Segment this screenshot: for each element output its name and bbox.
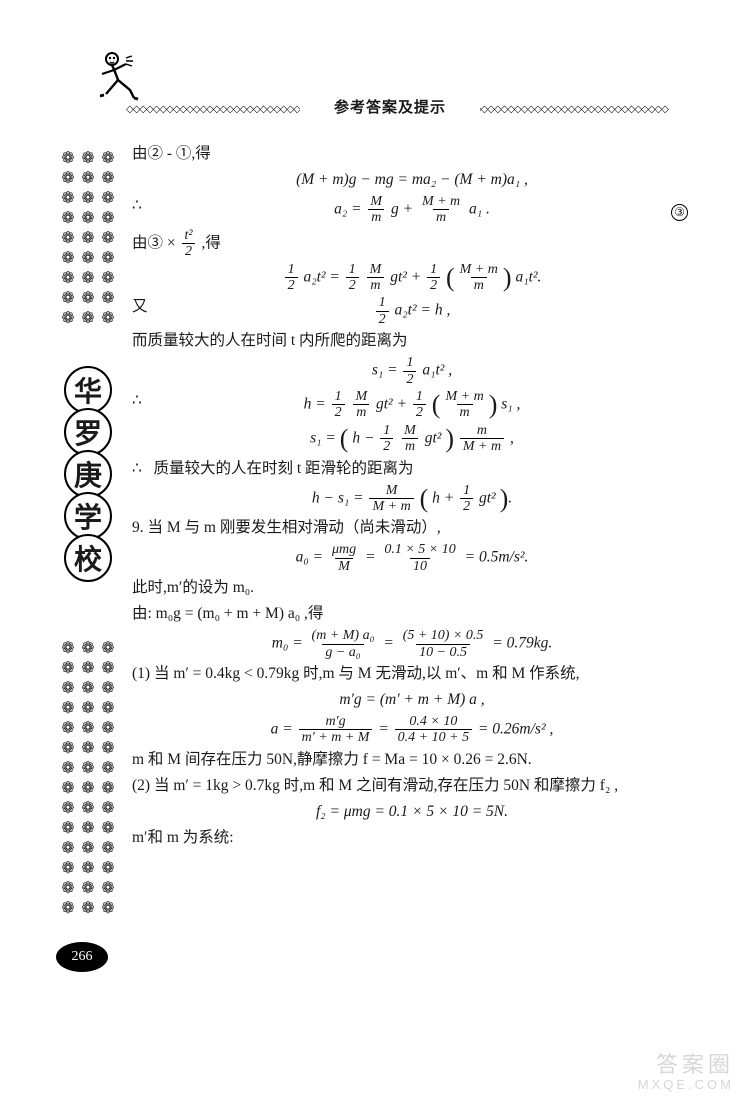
equation: (M + m)g − mg = ma₂ − (M + m)a₁ , [132, 168, 692, 192]
equation: ∴ a₂ = Mm g + M + mm a₁ . ③ [132, 194, 692, 226]
flower-ornament-top: ❁❁❁ ❁❁❁ ❁❁❁ ❁❁❁ ❁❁❁ ❁❁❁ ❁❁❁ ❁❁❁ ❁❁❁ [58, 150, 118, 327]
text-line: 而质量较大的人在时间 t 内所爬的距离为 [132, 329, 692, 353]
badge-xiao: 校 [64, 534, 112, 582]
text-line: m′和 m 为系统: [132, 826, 692, 850]
badge-hua: 华 [64, 366, 112, 414]
badge-xue: 学 [64, 492, 112, 540]
text-line: 此时,m′的设为 m₀. [132, 576, 692, 600]
equation: a₀ = μmgM = 0.1 × 5 × 1010 = 0.5m/s². [132, 542, 692, 574]
equation: h − s₁ = MM + m ( h + 12 gt² ). [132, 483, 692, 515]
equation: m₀ = (m + M) a₀g − a₀ = (5 + 10) × 0.510… [132, 628, 692, 660]
text-line: 9. 当 M 与 m 刚要发生相对滑动（尚未滑动）, [132, 516, 692, 540]
text-line: m 和 M 间存在压力 50N,静摩擦力 f = Ma = 10 × 0.26 … [132, 748, 692, 772]
page-header-title: 参考答案及提示 [300, 96, 480, 117]
watermark: 答案圈 MXQE.COM [638, 1047, 734, 1092]
equation: s₁ = ( h − 12 Mm gt² ) mM + m , [132, 423, 692, 455]
text-line: 由② - ①,得 [132, 142, 692, 166]
title-badges: 华 罗 庚 学 校 [62, 372, 114, 582]
main-content: 由② - ①,得 (M + m)g − mg = ma₂ − (M + m)a₁… [132, 140, 692, 852]
badge-geng: 庚 [64, 450, 112, 498]
runner-figure [96, 50, 140, 102]
equation: ∴ h = 12 Mm gt² + 12 (M + mm) s₁ , [132, 389, 692, 421]
equation: a = m′gm′ + m + M = 0.4 × 100.4 + 10 + 5… [132, 714, 692, 746]
text-line: 由③ × t²2 ,得 [132, 228, 692, 260]
text-line: (2) 当 m′ = 1kg > 0.7kg 时,m 和 M 之间有滑动,存在压… [132, 774, 692, 798]
equation: 又 12 a₂t² = h , [132, 295, 692, 327]
equation: f₂ = μmg = 0.1 × 5 × 10 = 5N. [132, 800, 692, 824]
text-line: (1) 当 m′ = 0.4kg < 0.79kg 时,m 与 M 无滑动,以 … [132, 662, 692, 686]
flower-ornament-bottom: ❁❁❁ ❁❁❁ ❁❁❁ ❁❁❁ ❁❁❁ ❁❁❁ ❁❁❁ ❁❁❁ ❁❁❁ ❁❁❁ … [58, 640, 118, 917]
watermark-line2: MXQE.COM [638, 1077, 734, 1092]
text-line: ∴ 质量较大的人在时刻 t 距滑轮的距离为 [132, 457, 692, 481]
equation: 12 a₂t² = 12 Mm gt² + 12 (M + mm) a₁t². [132, 262, 692, 294]
badge-luo: 罗 [64, 408, 112, 456]
text-line: 由: m₀g = (m₀ + m + M) a₀ ,得 [132, 602, 692, 626]
page-number: 266 [56, 942, 108, 972]
equation: s₁ = 12 a₁t² , [132, 355, 692, 387]
watermark-line1: 答案圈 [638, 1047, 734, 1079]
equation: m′g = (m′ + m + M) a , [132, 688, 692, 712]
